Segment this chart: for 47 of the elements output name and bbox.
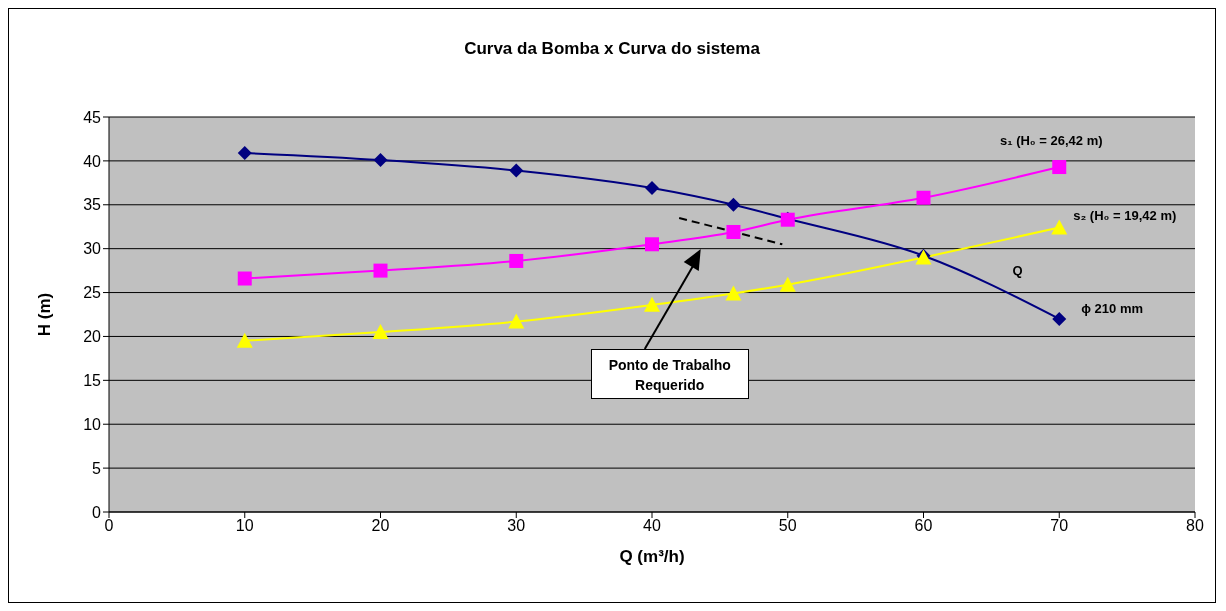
y-tick-label: 15 [83, 372, 102, 390]
point [1052, 311, 1067, 326]
y-tick-label: 30 [83, 240, 102, 258]
x-tick-label: 0 [104, 517, 114, 535]
series-label: s₁ (H₀ = 26,42 m) [999, 133, 1103, 149]
point [509, 163, 524, 178]
point [508, 313, 525, 329]
point [916, 190, 931, 205]
point [725, 285, 742, 301]
point [237, 271, 252, 286]
y-tick-label: 0 [92, 503, 102, 521]
point [237, 145, 252, 160]
series-label: s₂ (H₀ = 19,42 m) [1073, 207, 1177, 223]
x-tick-label: 40 [643, 517, 661, 535]
point [645, 237, 659, 252]
x-tick-label: 30 [507, 517, 526, 535]
x-tick-label: 10 [235, 517, 254, 535]
point [644, 296, 660, 312]
y-tick-label: 40 [83, 152, 102, 170]
chart-title: Curva da Bomba x Curva do sistema [463, 39, 761, 59]
annotation: Ponto de Trabalho Requerido [590, 349, 749, 400]
annotation: Q [1012, 263, 1023, 279]
y-tick-label: 5 [92, 459, 102, 477]
x-tick-label: 50 [778, 517, 797, 535]
point [726, 224, 741, 239]
point [1051, 219, 1068, 235]
point [779, 276, 796, 292]
y-tick-label: 45 [83, 108, 102, 126]
x-tick-label: 80 [1186, 517, 1204, 535]
point [236, 332, 253, 348]
point [1052, 160, 1067, 175]
point [373, 263, 388, 278]
y-tick-label: 20 [83, 328, 102, 346]
x-tick-label: 60 [914, 517, 933, 535]
y-tick-label: 25 [83, 284, 102, 302]
point [373, 153, 388, 168]
y-tick-label: 35 [83, 196, 102, 214]
series-label: ϕ 210 mm [1081, 300, 1144, 316]
x-axis-title: Q (m³/h) [619, 547, 685, 566]
y-axis-title: H (m) [35, 292, 55, 337]
point [372, 324, 389, 340]
point [645, 181, 659, 196]
point [509, 253, 524, 268]
y-tick-label: 10 [83, 415, 102, 433]
point [726, 197, 741, 212]
x-tick-label: 20 [371, 517, 390, 535]
x-tick-label: 70 [1050, 517, 1069, 535]
